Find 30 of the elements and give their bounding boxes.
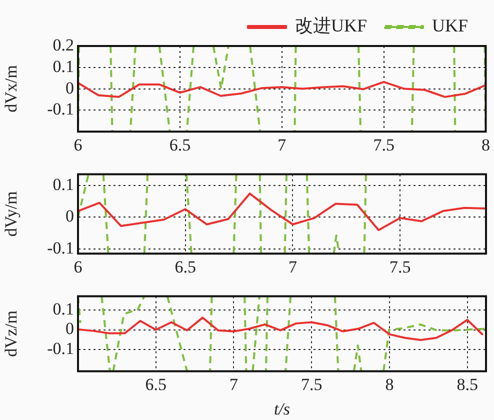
x-tick-label: 6 bbox=[74, 135, 82, 154]
legend-label: 改进UKF bbox=[294, 16, 367, 36]
x-tick-label: 6.5 bbox=[169, 135, 191, 154]
y-tick-label: 0 bbox=[66, 319, 74, 338]
x-axis-title: t/s bbox=[274, 399, 290, 418]
y-tick-label: 0 bbox=[66, 206, 74, 226]
x-tick-label: 7 bbox=[229, 374, 238, 394]
y-axis-title: dVx/m bbox=[2, 65, 21, 112]
x-tick-label: 6 bbox=[74, 257, 82, 276]
x-tick-label: 7.5 bbox=[373, 135, 394, 154]
y-tick-label: 0.2 bbox=[52, 35, 74, 54]
x-tick-label: 8 bbox=[482, 135, 490, 154]
y-axis-title: dVy/m bbox=[2, 191, 21, 237]
legend-label: UKF bbox=[432, 16, 468, 36]
x-tick-label: 6.5 bbox=[145, 374, 166, 394]
x-tick-label: 7.5 bbox=[300, 374, 322, 394]
y-tick-label: -0.1 bbox=[47, 338, 74, 358]
x-tick-label: 7 bbox=[288, 257, 298, 276]
x-tick-label: 8.5 bbox=[456, 374, 478, 394]
x-tick-label: 7.5 bbox=[389, 257, 411, 276]
y-tick-label: -0.1 bbox=[47, 238, 74, 258]
y-tick-label: 0.1 bbox=[52, 56, 74, 76]
x-tick-label: 7 bbox=[278, 135, 287, 154]
y-tick-label: 0 bbox=[66, 78, 74, 98]
y-tick-label: 0.1 bbox=[52, 174, 74, 194]
y-axis-title: dVz/m bbox=[2, 310, 21, 357]
x-tick-label: 8 bbox=[385, 374, 394, 394]
y-tick-label: -0.1 bbox=[47, 100, 74, 119]
y-tick-label: 0.1 bbox=[52, 299, 74, 318]
x-tick-label: 6.5 bbox=[174, 257, 196, 276]
